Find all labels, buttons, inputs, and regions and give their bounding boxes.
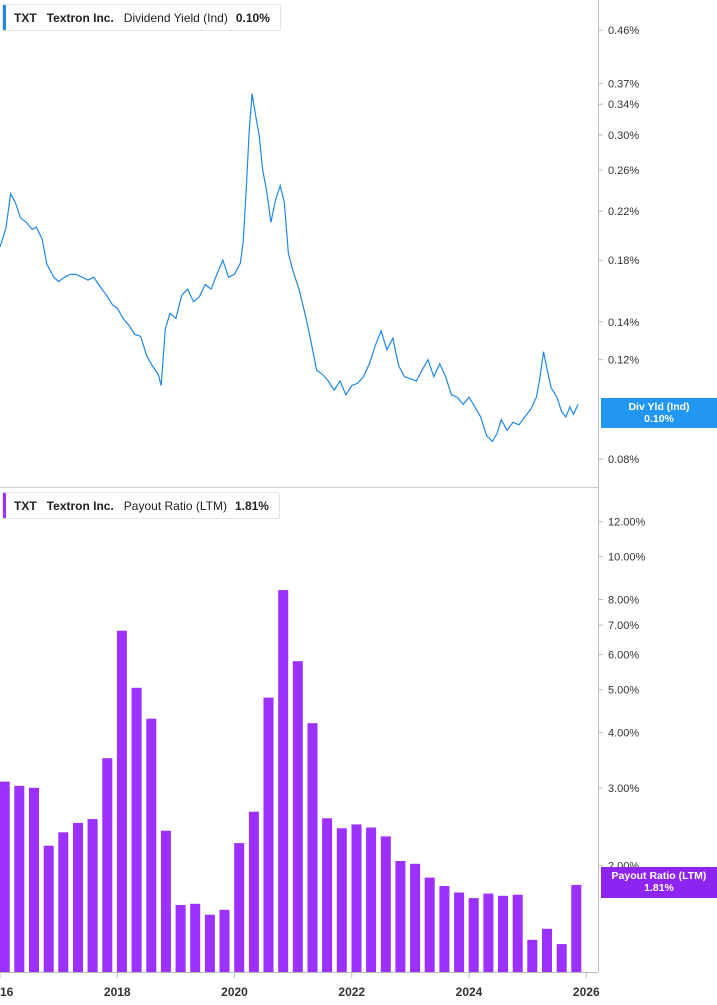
payout-axis-tick-label: 6.00% — [608, 650, 639, 662]
payout-ratio-flag: Payout Ratio (LTM) 1.81% — [601, 867, 717, 898]
payout-ratio-bar — [116, 630, 127, 972]
payout-ratio-bar — [307, 723, 318, 972]
payout-ratio-bar — [43, 845, 54, 972]
payout-ratio-bar — [556, 944, 567, 972]
payout-ratio-bar — [380, 836, 391, 972]
payout-ratio-legend: TXT Textron Inc. Payout Ratio (LTM) 1.81… — [2, 492, 280, 519]
x-tick-label: 2016 — [0, 985, 14, 999]
payout-ratio-bar — [73, 822, 83, 972]
payout-ratio-chart: 12.00% 10.00% 8.00% 7.00% 6.00% 5.00% 4.00% 3.0… — [0, 517, 646, 972]
legend-swatch-blue — [3, 5, 6, 30]
payout-axis-tick-label: 4.00% — [608, 728, 639, 740]
x-tick-label: 2018 — [104, 985, 131, 999]
legend-company: Textron Inc. — [46, 498, 114, 513]
payout-ratio-bar — [351, 824, 362, 972]
payout-ratio-bar — [14, 785, 25, 972]
legend-metric: Dividend Yield (Ind) — [123, 10, 228, 25]
payout-ratio-bar — [146, 718, 157, 972]
payout-ratio-bar — [278, 590, 289, 972]
payout-axis-tick-label: 12.00% — [608, 517, 646, 529]
yield-axis-tick-label: 0.18% — [608, 255, 639, 267]
legend-metric: Payout Ratio (LTM) — [123, 498, 227, 513]
payout-ratio-bar — [292, 661, 303, 972]
flag-label: Div Yld (Ind) — [628, 401, 690, 413]
flag-label: Payout Ratio (LTM) — [611, 870, 707, 882]
dividend-yield-chart: 0.46% 0.37% 0.34% 0.30% 0.26% 0.22% 0.18% 0.14%… — [0, 25, 639, 466]
payout-ratio-bar — [424, 877, 435, 972]
payout-axis-tick-label: 5.00% — [608, 685, 639, 697]
payout-ratio-bar — [322, 818, 333, 972]
flag-value: 0.10% — [644, 413, 674, 425]
x-tick-label: 2020 — [221, 985, 248, 999]
legend-value: 0.10% — [235, 10, 270, 25]
payout-ratio-bar — [131, 687, 142, 972]
payout-ratio-bar — [190, 903, 201, 972]
yield-axis-tick-label: 0.46% — [608, 25, 639, 37]
payout-ratio-bar — [454, 892, 465, 972]
payout-ratio-bar — [410, 863, 421, 972]
flag-value: 1.81% — [644, 882, 674, 894]
payout-axis-tick-label: 8.00% — [608, 594, 639, 606]
payout-ratio-bar — [336, 828, 347, 972]
payout-ratio-bar — [234, 843, 245, 972]
payout-axis-tick-label: 3.00% — [608, 783, 639, 795]
payout-ratio-bar — [483, 893, 494, 972]
dividend-yield-y-axis: 0.46% 0.37% 0.34% 0.30% 0.26% 0.22% 0.18% 0.14%… — [598, 25, 639, 466]
payout-ratio-bar — [248, 811, 259, 972]
dividend-yield-legend: TXT Textron Inc. Dividend Yield (Ind) 0.… — [2, 4, 281, 31]
payout-ratio-bar — [395, 861, 406, 972]
legend-ticker: TXT — [14, 498, 37, 513]
legend-swatch-purple — [3, 493, 6, 518]
payout-axis-tick-label: 10.00% — [608, 552, 646, 564]
payout-ratio-bar — [439, 886, 450, 972]
payout-ratio-bars — [0, 590, 582, 972]
x-tick-label: 2024 — [456, 985, 483, 999]
payout-ratio-bar — [175, 905, 186, 972]
payout-ratio-bar — [498, 895, 508, 972]
payout-ratio-bar — [219, 909, 230, 972]
payout-ratio-bar — [366, 827, 377, 972]
payout-ratio-bar — [204, 914, 215, 972]
legend-ticker: TXT — [14, 10, 37, 25]
payout-ratio-bar — [87, 819, 98, 972]
x-tick-label: 2022 — [338, 985, 365, 999]
yield-axis-tick-label: 0.37% — [608, 78, 639, 90]
yield-axis-tick-label: 0.08% — [608, 454, 639, 466]
payout-axis-tick-label: 7.00% — [608, 620, 639, 632]
payout-ratio-bar — [468, 898, 479, 972]
payout-ratio-bar — [263, 697, 274, 972]
yield-axis-tick-label: 0.22% — [608, 206, 639, 218]
legend-company: Textron Inc. — [46, 10, 114, 25]
payout-ratio-bar — [58, 832, 69, 972]
yield-axis-tick-label: 0.12% — [608, 355, 639, 367]
yield-axis-tick-label: 0.26% — [608, 165, 639, 177]
yield-axis-tick-label: 0.14% — [608, 317, 639, 329]
payout-ratio-bar — [527, 939, 538, 972]
payout-ratio-bar — [0, 781, 10, 972]
dividend-yield-flag: Div Yld (Ind) 0.10% — [601, 398, 717, 428]
legend-value: 1.81% — [234, 498, 269, 513]
x-tick-label: 2026 — [573, 985, 600, 999]
yield-axis-tick-label: 0.30% — [608, 130, 639, 142]
dividend-yield-line — [0, 93, 579, 443]
payout-ratio-bar — [542, 928, 552, 972]
time-x-axis: 2016 2018 2020 2022 2024 2026 — [0, 972, 600, 999]
payout-ratio-bar — [102, 758, 113, 972]
payout-ratio-bar — [571, 884, 582, 972]
payout-ratio-bar — [29, 787, 39, 972]
payout-ratio-y-axis: 12.00% 10.00% 8.00% 7.00% 6.00% 5.00% 4.00% 3.0… — [598, 517, 646, 873]
payout-ratio-bar — [512, 894, 523, 972]
yield-axis-tick-label: 0.34% — [608, 99, 639, 111]
payout-ratio-bar — [160, 830, 171, 972]
